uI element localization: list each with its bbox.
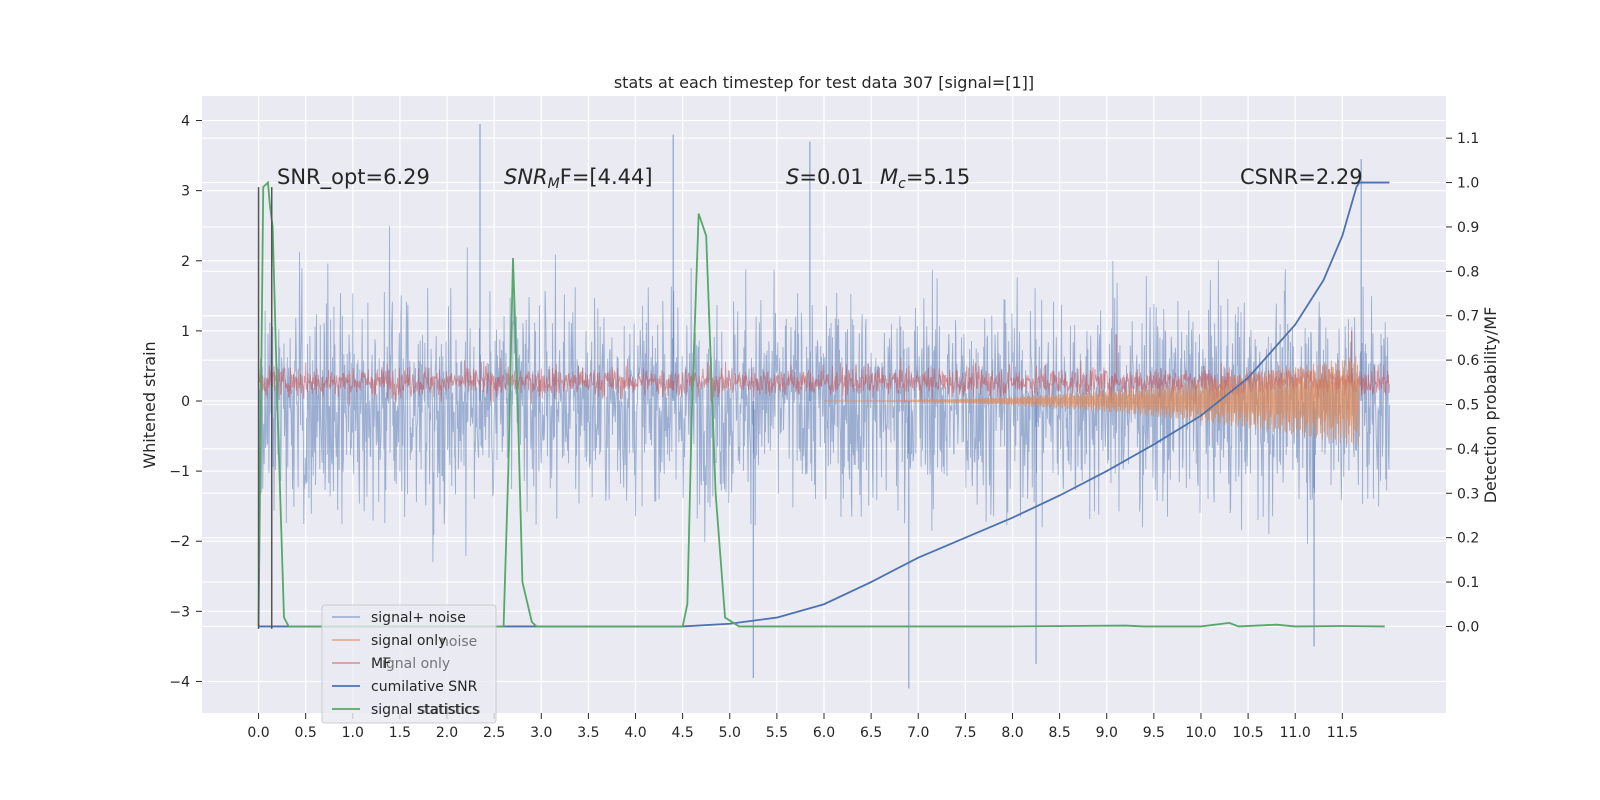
x-tick-label: 11.0 <box>1280 725 1311 741</box>
legend-ghost-text: ignal only <box>382 656 450 672</box>
x-tick-label: 6.5 <box>860 725 882 741</box>
axis-layer: 0.0 0.5 1.0 1.5 2.0 2.5 3.0 3.5 4.0 4.5 5.0 5.5 6.0 6… <box>169 114 1479 741</box>
y-left-tick-label: 2 <box>181 254 190 270</box>
y-right-tick-label: 0.1 <box>1457 575 1479 591</box>
x-tick-label: 4.5 <box>672 725 694 741</box>
y-axis-right-label: Detection probability/MF <box>1481 307 1500 504</box>
annotation-s: S=0.01 <box>786 165 864 189</box>
x-tick-label: 7.0 <box>907 725 929 741</box>
series-signal-only <box>824 356 1360 446</box>
legend-ghost-text: noise <box>440 634 477 650</box>
y-right-tick-label: 0.8 <box>1457 264 1479 280</box>
y-right-tick-label: 0.2 <box>1457 531 1479 547</box>
legend-label-cumulative-snr: cumilative SNR <box>371 679 478 695</box>
annotation-snr-mf: SNRMF=[4.44] <box>504 165 653 192</box>
x-tick-label: 1.0 <box>342 725 364 741</box>
y-right-tick-label: 0.9 <box>1457 220 1479 236</box>
y-right-tick-label: 0.5 <box>1457 398 1479 414</box>
x-tick-label: 9.5 <box>1143 725 1165 741</box>
x-tick-label: 2.0 <box>436 725 458 741</box>
x-tick-label: 10.0 <box>1185 725 1216 741</box>
y-left-tick-label: 1 <box>181 324 190 340</box>
data-layer <box>257 124 1390 689</box>
y-axis-left-label: Whitened strain <box>140 341 159 468</box>
x-tick-label: 11.5 <box>1327 725 1358 741</box>
legend-label-mf: MF <box>371 656 391 672</box>
legend-box <box>321 604 497 724</box>
x-tick-label: 9.0 <box>1096 725 1118 741</box>
legend-ghost-text: statistics <box>418 702 480 718</box>
x-tick-label: 6.0 <box>813 725 835 741</box>
series-cumilative-snr <box>258 181 1390 628</box>
annotation-csnr: CSNR=2.29 <box>1240 165 1363 189</box>
y-right-tick-label: 1.1 <box>1457 131 1479 147</box>
x-tick-label: 8.5 <box>1048 725 1070 741</box>
y-right-tick-label: 0.3 <box>1457 486 1479 502</box>
series-signal-statistics <box>257 180 1385 628</box>
x-tick-label: 5.5 <box>766 725 788 741</box>
y-left-tick-label: −4 <box>169 674 190 690</box>
y-right-tick-label: 1.0 <box>1457 176 1479 192</box>
x-tick-label: 8.0 <box>1001 725 1023 741</box>
x-tick-label: 0.5 <box>295 725 317 741</box>
y-right-tick-label: 0.0 <box>1457 619 1479 635</box>
x-tick-label: 5.0 <box>719 725 741 741</box>
x-tick-label: 4.0 <box>624 725 646 741</box>
annotation-snr-opt: SNR_opt=6.29 <box>277 165 430 190</box>
legend-label-signal-statistics: signal statistics <box>371 702 479 718</box>
y-left-tick-label: −2 <box>169 534 190 550</box>
y-right-tick-label: 0.4 <box>1457 442 1479 458</box>
x-tick-label: 3.5 <box>577 725 599 741</box>
legend: noise ignal only statistics signal+ nois… <box>321 604 497 724</box>
x-tick-label: 10.5 <box>1233 725 1264 741</box>
legend-label-signal-noise: signal+ noise <box>371 610 466 626</box>
x-tick-label: 7.5 <box>954 725 976 741</box>
y-left-tick-label: 3 <box>181 184 190 200</box>
series-mf <box>258 357 1390 406</box>
annotation-mc: Mc=5.15 <box>880 165 970 192</box>
chart-title: stats at each timestep for test data 307… <box>614 73 1034 92</box>
y-right-tick-label: 0.7 <box>1457 309 1479 325</box>
x-tick-label: 1.5 <box>389 725 411 741</box>
y-left-tick-label: 4 <box>181 114 190 130</box>
legend-label-signal-only: signal only <box>371 633 446 649</box>
y-left-tick-label: −3 <box>169 604 190 620</box>
x-tick-label: 2.5 <box>483 725 505 741</box>
x-tick-label: 3.0 <box>530 725 552 741</box>
x-tick-label: 0.0 <box>247 725 269 741</box>
y-left-tick-label: −1 <box>169 464 190 480</box>
y-right-tick-label: 0.6 <box>1457 353 1479 369</box>
y-left-tick-label: 0 <box>181 394 190 410</box>
